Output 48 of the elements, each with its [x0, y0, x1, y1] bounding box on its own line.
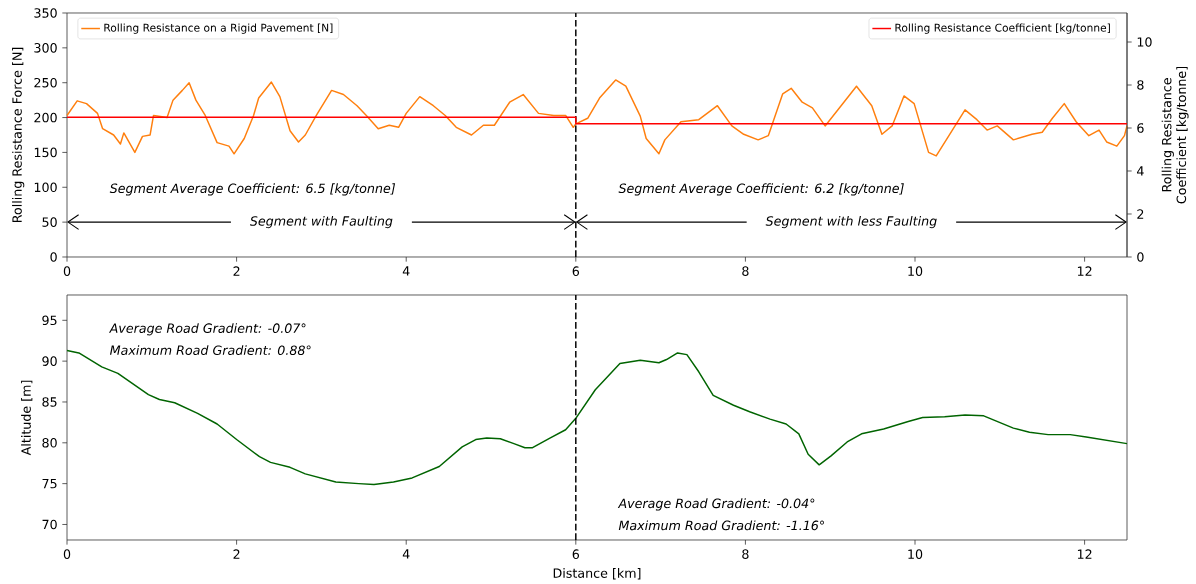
y2-tick-label: 10 [1137, 37, 1152, 47]
y-tick-label: 300 [34, 43, 57, 53]
y-axis-title: Altitude [m] [21, 380, 33, 456]
x-tick-label: 12 [1077, 549, 1092, 559]
x-tick-label: 10 [908, 266, 923, 276]
annotation: Average Road Gradient: -0.04° [617, 498, 815, 511]
y-tick-label: 90 [42, 356, 57, 366]
annotation: Segment Average Coefficient: 6.2 [kg/tonne] [618, 183, 904, 196]
legend-label: Rolling Resistance Coefficient [kg/tonne] [895, 23, 1110, 34]
y-tick-label: 70 [42, 519, 57, 530]
x-axis-title: Distance [km] [553, 568, 641, 580]
y-tick-label: 350 [34, 8, 57, 18]
annotation: Average Road Gradient: -0.07° [109, 323, 306, 336]
x-tick-label: 8 [742, 549, 749, 559]
x-tick-label: 0 [63, 549, 71, 559]
y2-tick-label: 6 [1137, 123, 1144, 133]
y2-tick-label: 8 [1137, 80, 1144, 90]
y-tick-label: 250 [34, 77, 57, 88]
x-tick-label: 8 [742, 266, 749, 276]
y-tick-label: 80 [42, 438, 57, 448]
x-tick-label: 10 [908, 549, 923, 559]
x-tick-label: 2 [233, 266, 240, 276]
y-tick-label: 100 [34, 182, 57, 193]
y-axis-title: Rolling Resistance Force [N] [12, 47, 25, 223]
y2-axis-title: Rolling Resistance Coefficient [kg/tonne] [1161, 66, 1189, 204]
y2-tick-label: 0 [1137, 252, 1144, 262]
annotation: Segment Average Coefficient: 6.5 [kg/tonne] [109, 183, 396, 196]
x-tick-label: 4 [402, 549, 410, 559]
annotation: Maximum Road Gradient: 0.88° [110, 345, 311, 356]
y-tick-label: 150 [34, 147, 57, 158]
annotation: Maximum Road Gradient: -1.16° [618, 520, 824, 531]
y2-tick-label: 4 [1137, 166, 1144, 176]
y-tick-label: 0 [50, 252, 57, 262]
legend-label: Rolling Resistance on a Rigid Pavement [N] [104, 23, 333, 34]
x-tick-label: 6 [572, 549, 580, 559]
annotation: Segment with less Faulting [765, 215, 937, 229]
x-tick-label: 6 [572, 266, 580, 276]
y-tick-label: 95 [42, 315, 57, 326]
x-tick-label: 12 [1077, 266, 1092, 276]
y-tick-label: 85 [42, 397, 57, 407]
y-tick-label: 50 [42, 217, 57, 227]
y-tick-label: 75 [42, 478, 57, 489]
x-tick-label: 4 [402, 266, 410, 276]
y-tick-label: 200 [34, 112, 57, 123]
y2-tick-label: 2 [1137, 209, 1144, 219]
x-tick-label: 0 [63, 266, 71, 276]
x-tick-label: 2 [233, 549, 240, 559]
annotation: Segment with Faulting [249, 215, 393, 229]
